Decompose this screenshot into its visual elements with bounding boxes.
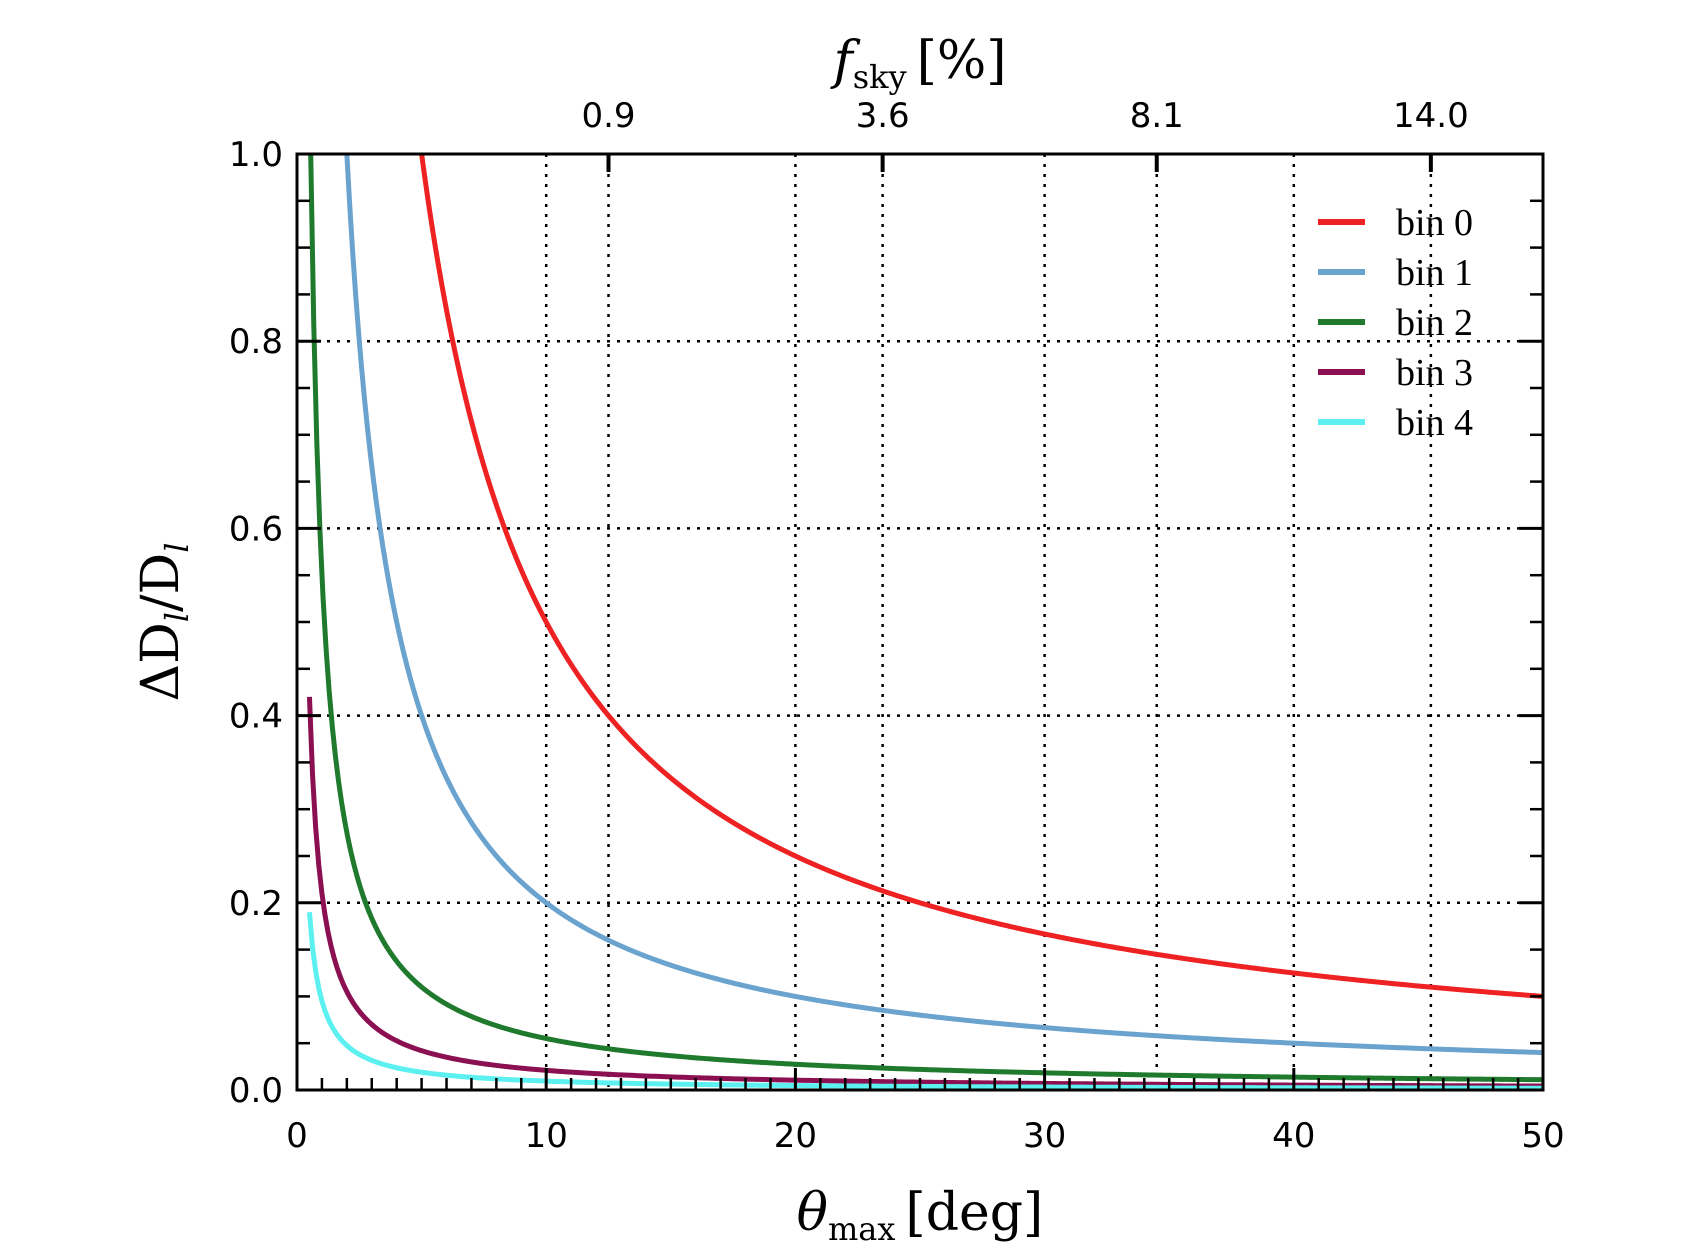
axis-ticks: [295, 152, 1545, 1092]
series-line-bin-0: [419, 153, 1544, 999]
x-tick-label-40: 40: [1272, 1116, 1315, 1156]
plot-frame: [295, 152, 1545, 1092]
series-lines: [306, 153, 1544, 1091]
y-axis-title: ΔDl/Dl: [131, 543, 196, 702]
legend-label-bin-2: bin 2: [1396, 302, 1473, 344]
legend-label-bin-4: bin 4: [1396, 402, 1473, 444]
tick-labels: 0 10 20 30 40 50 0.0 0.2 0.4 0.6 0.8 1.0 0.9 3.6 8.1 14…: [229, 96, 1565, 1156]
y-tick-label-0.2: 0.2: [229, 884, 283, 924]
series-line-bin-3: [306, 696, 1544, 1089]
y-tick-label-0.0: 0.0: [229, 1071, 283, 1111]
y-tick-label-1.0: 1.0: [229, 135, 283, 175]
legend-label-bin-0: bin 0: [1396, 202, 1473, 244]
series-line-bin-4: [306, 911, 1543, 1091]
top-tick-label-0.9: 0.9: [581, 96, 635, 136]
top-axis-title: fsky [%]: [829, 31, 1006, 96]
x-tick-label-10: 10: [525, 1116, 568, 1156]
x-tick-label-30: 30: [1023, 1116, 1066, 1156]
x-tick-label-0: 0: [286, 1116, 308, 1156]
y-tick-label-0.4: 0.4: [229, 697, 283, 737]
x-tick-label-50: 50: [1521, 1116, 1564, 1156]
legend-label-bin-3: bin 3: [1396, 352, 1473, 394]
grid-lines: [297, 154, 1543, 1090]
legend-label-bin-1: bin 1: [1396, 252, 1473, 294]
series-line-bin-2: [308, 153, 1544, 1083]
y-tick-label-0.6: 0.6: [229, 509, 283, 549]
x-tick-label-20: 20: [774, 1116, 817, 1156]
top-tick-label-8.1: 8.1: [1130, 96, 1184, 136]
top-tick-label-3.6: 3.6: [856, 96, 910, 136]
x-axis-title: θmax [deg]: [797, 1183, 1044, 1248]
top-tick-label-14.0: 14.0: [1393, 96, 1469, 136]
legend: bin 0 bin 1 bin 2 bin 3 bin 4: [1318, 202, 1473, 444]
y-tick-label-0.8: 0.8: [229, 322, 283, 362]
series-line-bin-1: [344, 153, 1544, 1056]
